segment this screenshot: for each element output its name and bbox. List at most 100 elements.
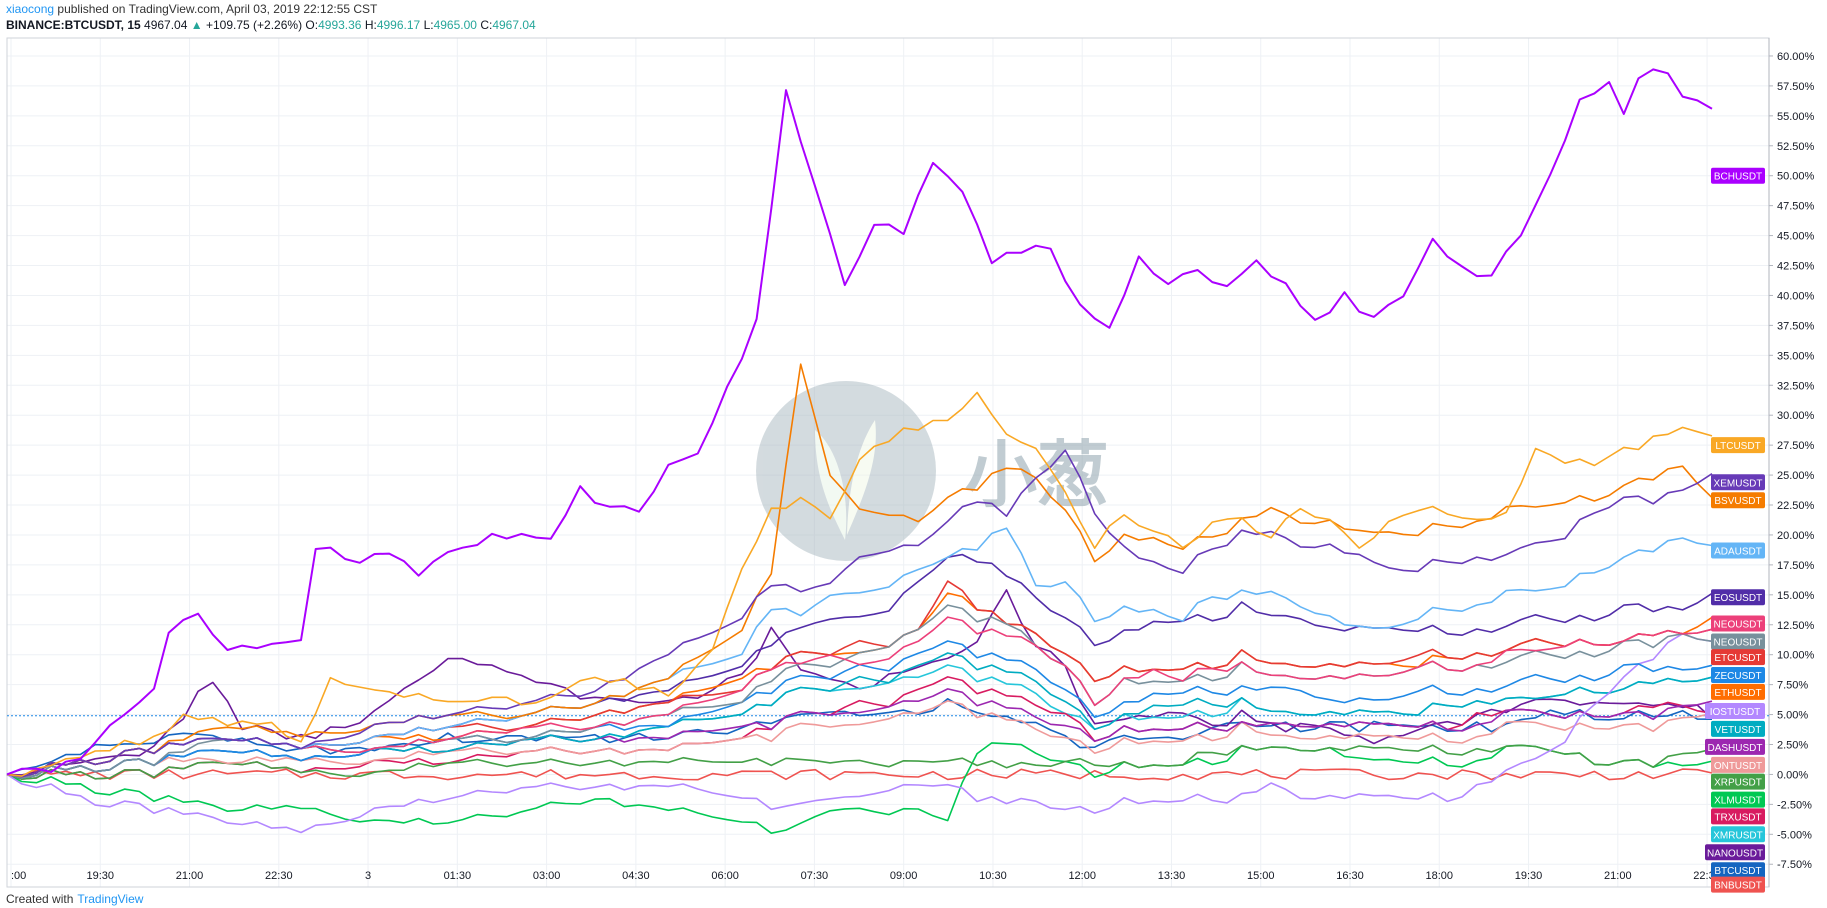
y-tick-label: 37.50% — [1777, 320, 1815, 332]
series-line — [6, 700, 1713, 779]
series-line — [6, 391, 1713, 777]
series-label-box — [1711, 862, 1765, 879]
x-tick-label: 3 — [365, 870, 371, 882]
y-tick-label: 22.50% — [1777, 500, 1815, 512]
series-label-box — [1711, 756, 1765, 773]
series-label-box — [1711, 492, 1765, 509]
y-tick-label: 25.00% — [1777, 470, 1815, 482]
y-tick-label: 2.50% — [1777, 740, 1808, 752]
series-label-box — [1711, 542, 1765, 559]
x-tick-label: 04:30 — [622, 870, 650, 882]
series-label: XRPUSDT — [1714, 778, 1762, 789]
series-label: XMRUSDT — [1713, 830, 1762, 841]
y-tick-label: -5.00% — [1777, 829, 1812, 841]
y-tick-label: 17.50% — [1777, 560, 1815, 572]
series-label-box — [1711, 683, 1765, 700]
close-value: 4967.04 — [492, 18, 536, 32]
series-label-box — [1711, 474, 1765, 491]
leaf-icon — [815, 430, 847, 540]
series-label-box — [1711, 633, 1765, 650]
series-line — [6, 742, 1713, 834]
series-label: EOSUSDT — [1714, 593, 1762, 604]
open-label: O: — [305, 18, 319, 32]
x-tick-label: 13:30 — [1158, 870, 1186, 882]
y-tick-label: 12.50% — [1777, 620, 1815, 632]
y-tick-label: 60.00% — [1777, 51, 1815, 63]
y-tick-label: 57.50% — [1777, 81, 1815, 93]
y-tick-label: 40.00% — [1777, 290, 1815, 302]
y-tick-label: 42.50% — [1777, 261, 1815, 273]
x-tick-label: 07:30 — [801, 870, 829, 882]
x-tick-label: 03:00 — [533, 870, 561, 882]
series-line — [6, 363, 1713, 778]
x-axis: :00 19:30 21:00 22:30 3 01:30 03:00 04:30 06:00 0… — [11, 870, 1721, 882]
y-tick-label: 5.00% — [1777, 710, 1808, 722]
y-tick-label: 47.50% — [1777, 201, 1815, 213]
series-label-box — [1711, 615, 1765, 632]
series-label-box — [1711, 826, 1765, 843]
y-tick-label: 30.00% — [1777, 410, 1815, 422]
x-tick-label: 19:30 — [1515, 870, 1543, 882]
low-value: 4965.00 — [433, 18, 477, 32]
x-tick-label: 10:30 — [979, 870, 1007, 882]
series-label-box — [1711, 437, 1765, 454]
series-label-box — [1705, 738, 1765, 755]
y-tick-label: 0.00% — [1777, 769, 1808, 781]
series-labels: BCHUSDT LTCUSDT XEMUSDT BSVUSDT ADAUSDT EOSUS… — [1705, 167, 1765, 893]
x-tick-label: 15:00 — [1247, 870, 1275, 882]
created-with-text: Created with — [6, 892, 74, 906]
high-label: H: — [364, 18, 377, 32]
series-label-box — [1711, 876, 1765, 893]
series-label: XEMUSDT — [1714, 478, 1763, 489]
series-label-box — [1711, 720, 1765, 737]
series-label: ETCUSDT — [1714, 653, 1761, 664]
x-tick-label: 21:00 — [176, 870, 204, 882]
series-label: ZECUSDT — [1714, 671, 1761, 682]
series-label: ADAUSDT — [1714, 547, 1762, 558]
high-value: 4996.17 — [376, 18, 421, 32]
series-line — [6, 698, 1713, 776]
series-label: ETHUSDT — [1714, 688, 1761, 699]
series-line — [6, 449, 1713, 778]
series-label: LTCUSDT — [1715, 441, 1760, 452]
series-label: BNBUSDT — [1714, 881, 1762, 892]
up-arrow-icon: ▲ — [190, 18, 203, 32]
series-label-box — [1705, 702, 1765, 719]
y-axis: 60.00% 57.50% 55.00% 52.50% 50.00% 47.50% 45.0… — [1769, 51, 1815, 871]
series-label-box — [1711, 667, 1765, 684]
y-tick-label: 32.50% — [1777, 380, 1815, 392]
series-label: BTCUSDT — [1714, 866, 1761, 877]
y-tick-label: 35.00% — [1777, 350, 1815, 362]
series-label-box — [1705, 844, 1765, 861]
series-label-box — [1711, 167, 1765, 184]
symbol-label: BINANCE:BTCUSDT, 15 — [6, 18, 141, 32]
series-label-box — [1711, 791, 1765, 808]
y-tick-label: 52.50% — [1777, 141, 1815, 153]
series-label: IOSTUSDT — [1710, 707, 1761, 718]
y-tick-label: 45.00% — [1777, 231, 1815, 243]
ohlc-legend: BINANCE:BTCUSDT, 15 4967.04 ▲ +109.75 (+… — [6, 18, 536, 32]
open-value: 4993.36 — [318, 18, 362, 32]
series-line — [6, 768, 1713, 781]
y-tick-label: 10.00% — [1777, 650, 1815, 662]
author-link[interactable]: xiaocong — [6, 2, 55, 16]
x-tick-label: 06:00 — [711, 870, 739, 882]
leaf-icon — [847, 420, 876, 535]
tradingview-link[interactable]: TradingView — [77, 892, 144, 906]
publish-text: published on TradingView.com, April 03, … — [57, 2, 378, 16]
series-label: BSVUSDT — [1714, 496, 1761, 507]
x-tick-label: 01:30 — [444, 870, 472, 882]
x-tick-label: 12:00 — [1068, 870, 1096, 882]
y-tick-label: 15.00% — [1777, 590, 1815, 602]
watermark-text: 小葱 — [965, 433, 1109, 517]
series-label: NEOUSDT — [1714, 638, 1763, 649]
watermark-logo — [756, 381, 936, 561]
series-label-box — [1711, 773, 1765, 790]
x-tick-label: 18:00 — [1426, 870, 1454, 882]
series-label: TRXUSDT — [1714, 812, 1761, 823]
series-line — [6, 633, 1713, 834]
x-tick-label: 21:00 — [1604, 870, 1632, 882]
series-label-box — [1711, 649, 1765, 666]
series-lines — [6, 68, 1713, 834]
